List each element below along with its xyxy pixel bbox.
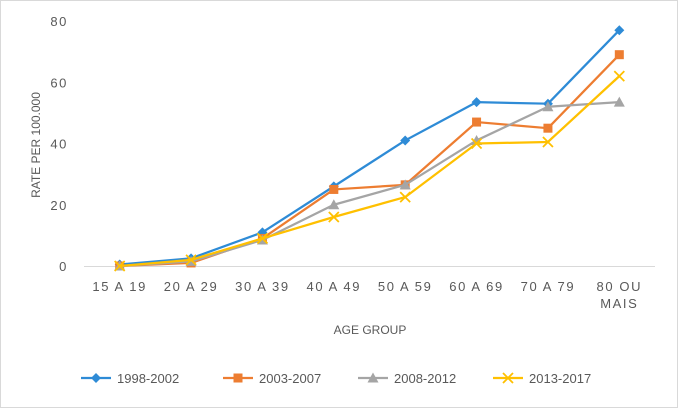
x-tick-label: 15 A 19 (92, 279, 147, 294)
series-line (118, 101, 621, 268)
triangle-marker (328, 199, 340, 210)
x-marker (542, 136, 554, 148)
square-marker (472, 117, 482, 127)
diamond-marker (614, 25, 625, 36)
legend-item: 2013-2017 (493, 371, 591, 386)
series-1998-2002 (114, 25, 625, 270)
x-tick-label: 60 A 69 (449, 279, 504, 294)
y-tick-label: 80 (50, 14, 68, 29)
legend-label: 1998-2002 (117, 371, 179, 386)
x-marker (399, 191, 411, 203)
x-marker (613, 70, 625, 82)
y-tick-label: 60 (50, 75, 68, 90)
y-axis-title: RATE PER 100.000 (29, 92, 43, 198)
series-line (118, 75, 621, 268)
x-marker (114, 260, 126, 272)
x-marker (256, 232, 269, 245)
triangle-marker (542, 101, 554, 112)
axes-layer: 0 20 40 60 80 15 A 19 20 A 29 30 A 39 40 A 49 50 … (50, 14, 655, 311)
triangle-marker (367, 372, 379, 383)
triangle-marker (613, 96, 625, 107)
series-2013-2017 (114, 70, 625, 272)
series-2008-2012 (114, 96, 625, 271)
legend-label: 2003-2007 (259, 371, 321, 386)
x-marker (470, 137, 483, 150)
y-tick-label: 0 (59, 259, 68, 274)
square-marker (614, 50, 624, 60)
square-marker (329, 184, 339, 194)
x-marker (185, 254, 197, 266)
series-line (118, 29, 621, 266)
x-tick-label: 40 A 49 (307, 279, 362, 294)
y-tick-label: 40 (50, 137, 68, 152)
x-tick-label: 30 A 39 (235, 279, 290, 294)
x-tick-label: 80 OU (597, 279, 643, 294)
x-tick-label: 50 A 59 (378, 279, 433, 294)
diamond-marker (91, 373, 101, 383)
x-tick-label: 20 A 29 (164, 279, 219, 294)
x-marker (328, 211, 340, 223)
legend-label: 2008-2012 (394, 371, 456, 386)
series-layer (114, 25, 625, 272)
x-tick-label: 70 A 79 (521, 279, 576, 294)
legend-item: 2008-2012 (358, 371, 456, 386)
triangle-marker (399, 179, 411, 190)
legend: 1998-2002 2003-2007 2008-2012 2013-2017 (81, 371, 591, 386)
square-marker (233, 373, 243, 383)
square-marker (543, 123, 553, 133)
diamond-marker (471, 97, 482, 108)
legend-item: 1998-2002 (81, 371, 179, 386)
diamond-marker (400, 135, 411, 146)
series-2003-2007 (115, 50, 624, 271)
series-line (118, 53, 621, 268)
legend-item: 2003-2007 (223, 371, 321, 386)
x-marker (502, 372, 514, 384)
y-tick-label: 20 (50, 198, 68, 213)
x-tick-label: MAIS (600, 296, 638, 311)
x-axis-title: AGE GROUP (334, 323, 407, 337)
legend-label: 2013-2017 (529, 371, 591, 386)
